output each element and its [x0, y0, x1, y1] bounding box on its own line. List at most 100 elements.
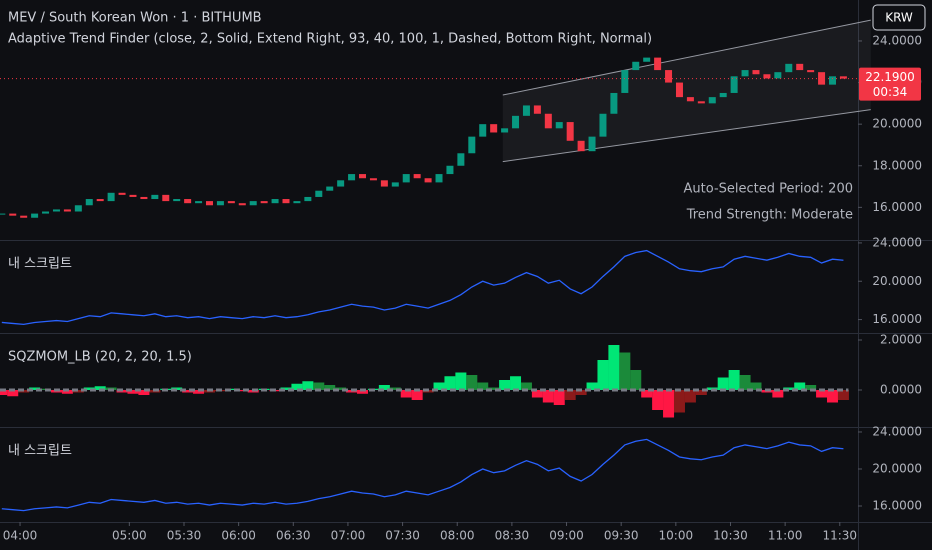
momentum-bar [477, 382, 489, 390]
currency-button[interactable]: KRW [872, 4, 926, 31]
candle [479, 124, 487, 137]
x-tick-label: 11:00 [768, 529, 803, 543]
candle [63, 209, 71, 212]
y-tick-label: 20.0000 [872, 274, 922, 288]
candle [599, 113, 607, 137]
candle [566, 122, 574, 141]
candle [610, 92, 618, 114]
momentum-bar [630, 370, 642, 390]
momentum-bar [695, 390, 707, 395]
candle [238, 203, 246, 206]
momentum-bar [466, 375, 478, 390]
candle [195, 201, 203, 204]
candle [697, 101, 705, 104]
x-tick-label: 05:00 [112, 529, 147, 543]
currency-button-frame[interactable] [872, 4, 926, 31]
last-price-label: 22.1900 [865, 70, 915, 84]
y-tick-label: 18.0000 [872, 158, 922, 172]
candle [337, 180, 345, 187]
momentum-bar [794, 382, 806, 390]
x-tick-label: 06:00 [221, 529, 256, 543]
indicator-title: Adaptive Trend Finder (close, 2, Solid, … [8, 32, 652, 47]
candle [0, 213, 6, 215]
x-tick-label: 10:00 [659, 529, 694, 543]
stat-text: Auto-Selected Period: 200 [684, 182, 853, 197]
momentum-bar [0, 390, 8, 395]
momentum-bar [805, 385, 817, 390]
candle [654, 57, 662, 71]
channel-fill [502, 20, 871, 162]
candle [107, 192, 115, 202]
x-tick-label: 09:30 [604, 529, 639, 543]
momentum-bar [728, 370, 740, 390]
candle [643, 57, 651, 62]
candle [74, 205, 82, 212]
candle [151, 194, 159, 200]
candle [796, 63, 804, 71]
momentum-bar [313, 382, 325, 390]
candle [359, 174, 367, 179]
candle [260, 201, 268, 204]
y-tick-label: 24.0000 [872, 424, 922, 438]
candle [621, 70, 629, 93]
y-tick-label: 16.0000 [872, 498, 922, 512]
candle [402, 174, 410, 183]
candle [9, 213, 17, 216]
momentum-bar [553, 390, 565, 405]
momentum-bar [444, 376, 456, 390]
momentum-bar [499, 380, 511, 390]
y-tick-label: 2.0000 [880, 333, 922, 347]
momentum-bar [225, 388, 237, 390]
y-tick-label: 16.0000 [872, 200, 922, 214]
candle [839, 76, 847, 79]
momentum-bar [816, 390, 828, 398]
currency-label[interactable]: KRW [885, 11, 913, 25]
momentum-bar [510, 376, 522, 390]
symbol-title: MEV / South Korean Won · 1 · BITHUMB [8, 11, 262, 26]
candle [763, 74, 771, 79]
momentum-bar [673, 390, 685, 413]
momentum-bar [433, 382, 445, 390]
countdown-label: 00:34 [873, 85, 908, 99]
momentum-bar [586, 382, 598, 390]
x-tick-label: 08:00 [440, 529, 475, 543]
x-tick-label: 10:30 [713, 529, 748, 543]
candle [774, 72, 782, 79]
candle [719, 92, 727, 98]
candle [31, 213, 39, 218]
candle [42, 211, 50, 214]
x-tick-label: 05:30 [167, 529, 202, 543]
momentum-bar [826, 390, 838, 403]
momentum-bar [597, 360, 609, 390]
candle [512, 115, 520, 129]
candle [173, 199, 181, 202]
channel-line [502, 109, 871, 163]
momentum-bar [291, 383, 303, 390]
momentum-bar [608, 345, 620, 390]
channel-line [502, 19, 871, 96]
candle [184, 199, 192, 204]
close-line [1, 438, 844, 512]
momentum-bar [641, 390, 653, 398]
y-tick-label: 16.0000 [872, 312, 922, 326]
candle [315, 190, 323, 197]
momentum-bar [182, 390, 194, 393]
candle [249, 201, 257, 206]
momentum-bar [564, 390, 576, 400]
candle [708, 97, 716, 104]
candle [446, 165, 454, 175]
candle [20, 215, 28, 218]
momentum-bar [193, 390, 205, 394]
candle [140, 196, 148, 200]
candle [205, 201, 213, 206]
momentum-bar [717, 377, 729, 390]
candle [665, 70, 673, 83]
momentum-bar [400, 390, 412, 398]
candle [391, 182, 399, 187]
candle [380, 180, 388, 187]
candle [730, 76, 738, 93]
plot-layer: 24.000022.000020.000018.000016.000024.00… [0, 19, 922, 543]
momentum-bar [488, 387, 500, 390]
